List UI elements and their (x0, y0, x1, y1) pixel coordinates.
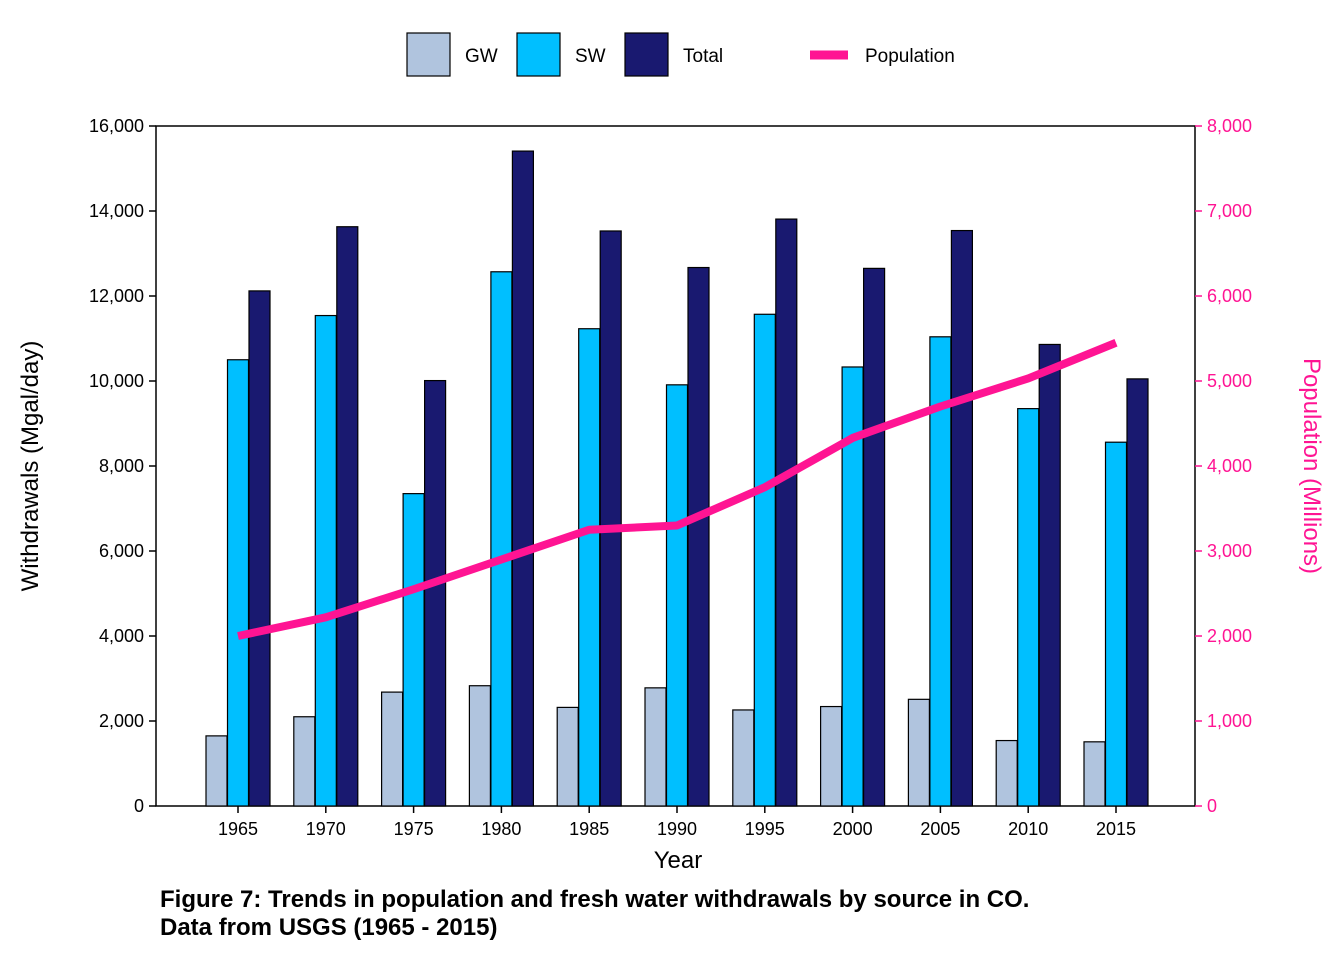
chart: GW SW Total Population 0 2,000 4,000 6,000 8,00… (17, 32, 1325, 874)
bar-sw-1980 (490, 271, 513, 807)
population-line (237, 339, 1118, 640)
figure-caption: Figure 7: Trends in population and fresh… (160, 886, 1029, 942)
legend-swatch-total (624, 32, 669, 77)
bar-total-2005 (950, 229, 974, 807)
legend-label-sw: SW (575, 46, 606, 67)
legend-label-gw: GW (465, 46, 498, 67)
x-tick-label: 2010 (1008, 819, 1048, 839)
y-tick-label: 6,000 (99, 541, 144, 561)
y-tick-label: 16,000 (89, 116, 144, 136)
x-axis-label: Year (654, 847, 703, 874)
bar-total-1980 (511, 150, 535, 807)
population-series-line (237, 339, 1118, 640)
y-axis-label: Withdrawals (Mgal/day) (17, 341, 44, 592)
bar-gw-1985 (556, 706, 579, 807)
bar-gw-2005 (907, 698, 931, 807)
y-right-tick-label: 8,000 (1207, 116, 1252, 136)
y-right-tick-label: 0 (1207, 796, 1217, 816)
bar-sw-2015 (1104, 441, 1128, 807)
x-tick-label: 1970 (306, 819, 346, 839)
bar-gw-1975 (381, 691, 404, 807)
right-axis: 0 1,000 2,000 3,000 4,000 5,000 6,000 7,000 8,00… (1195, 116, 1252, 816)
bar-total-1975 (424, 379, 447, 807)
x-tick-label: 1975 (394, 819, 434, 839)
y-tick-label: 14,000 (89, 201, 144, 221)
bar-sw-1995 (753, 313, 776, 807)
x-axis: 1965 1970 1975 1980 1985 1990 1995 2000 2005 2010… (218, 806, 1136, 839)
bar-sw-1970 (314, 314, 337, 807)
y-tick-label: 4,000 (99, 626, 144, 646)
x-tick-label: 1985 (569, 819, 609, 839)
bar-total-2015 (1126, 378, 1149, 807)
x-tick-label: 1995 (745, 819, 785, 839)
bars (205, 150, 1149, 807)
bar-total-1995 (775, 218, 798, 807)
x-tick-label: 2000 (833, 819, 873, 839)
bar-gw-1965 (205, 735, 228, 807)
bar-gw-1990 (644, 687, 667, 807)
bar-gw-2000 (819, 705, 843, 807)
legend-label-total: Total (683, 46, 723, 67)
y-tick-label: 2,000 (99, 711, 144, 731)
y-right-tick-label: 7,000 (1207, 201, 1252, 221)
bar-sw-2010 (1017, 408, 1040, 807)
bar-gw-2010 (995, 739, 1018, 807)
y-right-tick-label: 4,000 (1207, 456, 1252, 476)
x-tick-label: 1990 (657, 819, 697, 839)
y-right-tick-label: 6,000 (1207, 286, 1252, 306)
x-tick-label: 2015 (1096, 819, 1136, 839)
y-tick-label: 12,000 (89, 286, 144, 306)
bar-gw-1995 (732, 709, 755, 807)
legend: GW SW Total Population (406, 32, 955, 77)
legend-swatch-sw (516, 32, 561, 77)
y-right-tick-label: 3,000 (1207, 541, 1252, 561)
x-tick-label: 1965 (218, 819, 258, 839)
x-tick-label: 2005 (920, 819, 960, 839)
y-tick-label: 0 (134, 796, 144, 816)
legend-label-population: Population (865, 46, 955, 67)
caption-line-1: Figure 7: Trends in population and fresh… (160, 886, 1030, 913)
bar-total-2000 (862, 267, 886, 807)
bar-gw-1980 (468, 685, 491, 807)
y-axis-right-label: Population (Millions) (1298, 358, 1325, 574)
y-tick-label: 8,000 (99, 456, 144, 476)
legend-swatch-gw (406, 32, 451, 77)
bar-total-1985 (599, 230, 622, 807)
bar-gw-2015 (1083, 741, 1106, 807)
x-tick-label: 1980 (481, 819, 521, 839)
y-right-tick-label: 2,000 (1207, 626, 1252, 646)
bar-total-1990 (687, 266, 710, 807)
caption-line-2: Data from USGS (1965 - 2015) (160, 914, 498, 941)
bar-total-2010 (1038, 343, 1061, 807)
bar-total-1965 (248, 290, 271, 807)
y-right-tick-label: 1,000 (1207, 711, 1252, 731)
left-axis: 0 2,000 4,000 6,000 8,000 10,000 12,000 14,000 1… (89, 116, 156, 816)
bar-sw-1965 (226, 359, 250, 807)
bar-gw-1970 (293, 716, 316, 807)
bar-total-1970 (336, 226, 359, 807)
y-right-tick-label: 5,000 (1207, 371, 1252, 391)
bar-sw-1975 (402, 493, 425, 807)
y-tick-label: 10,000 (89, 371, 144, 391)
bar-sw-1985 (578, 328, 601, 807)
bar-sw-1990 (665, 384, 689, 807)
